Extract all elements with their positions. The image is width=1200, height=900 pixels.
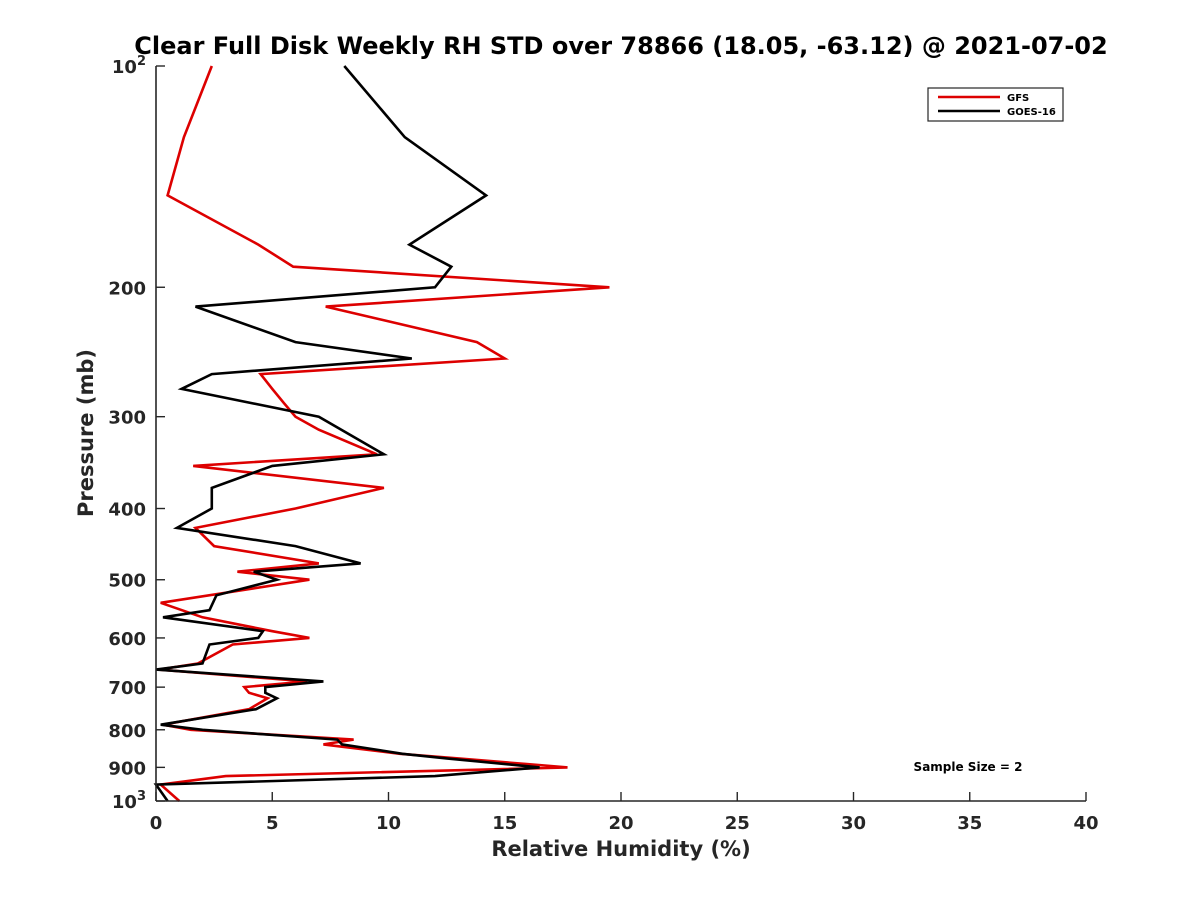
x-tick-label: 0 — [150, 813, 163, 834]
x-tick-label: 30 — [841, 813, 866, 834]
x-tick-label: 25 — [725, 813, 750, 834]
y-tick-label: 400 — [108, 500, 146, 521]
y-tick-label: 800 — [108, 721, 146, 742]
series-layer — [153, 65, 610, 802]
y-tick-label: 102 — [112, 54, 146, 78]
y-tick-label: 700 — [108, 678, 146, 699]
legend-label-gfs: GFS — [1007, 93, 1029, 104]
y-tick-label: 200 — [108, 278, 146, 299]
y-tick-label: 103 — [112, 789, 146, 813]
sample-size-annotation: Sample Size = 2 — [914, 760, 1023, 774]
x-tick-label: 20 — [608, 813, 633, 834]
y-axis-label: Pressure (mb) — [74, 349, 98, 517]
x-tick-label: 10 — [376, 813, 401, 834]
y-tick-label: 900 — [108, 758, 146, 779]
x-axis-label: Relative Humidity (%) — [491, 837, 750, 861]
x-tick-label: 5 — [266, 813, 279, 834]
legend: GFS GOES-16 — [927, 87, 1064, 122]
y-tick-label: 600 — [108, 629, 146, 650]
series-line-goes16 — [153, 65, 540, 802]
chart-title: Clear Full Disk Weekly RH STD over 78866… — [134, 32, 1107, 60]
y-tick-label: 300 — [108, 408, 146, 429]
y-tick-label: 500 — [108, 571, 146, 592]
legend-box — [927, 87, 1064, 122]
x-tick-label: 15 — [492, 813, 517, 834]
legend-label-goes16: GOES-16 — [1007, 107, 1056, 118]
y-axis-ticks: 102 200 300 400 500 600 700 800 900 103 — [108, 54, 165, 813]
x-tick-label: 35 — [957, 813, 982, 834]
x-axis-ticks: 0 5 10 15 20 25 30 35 40 — [150, 792, 1099, 834]
x-tick-label: 40 — [1073, 813, 1098, 834]
